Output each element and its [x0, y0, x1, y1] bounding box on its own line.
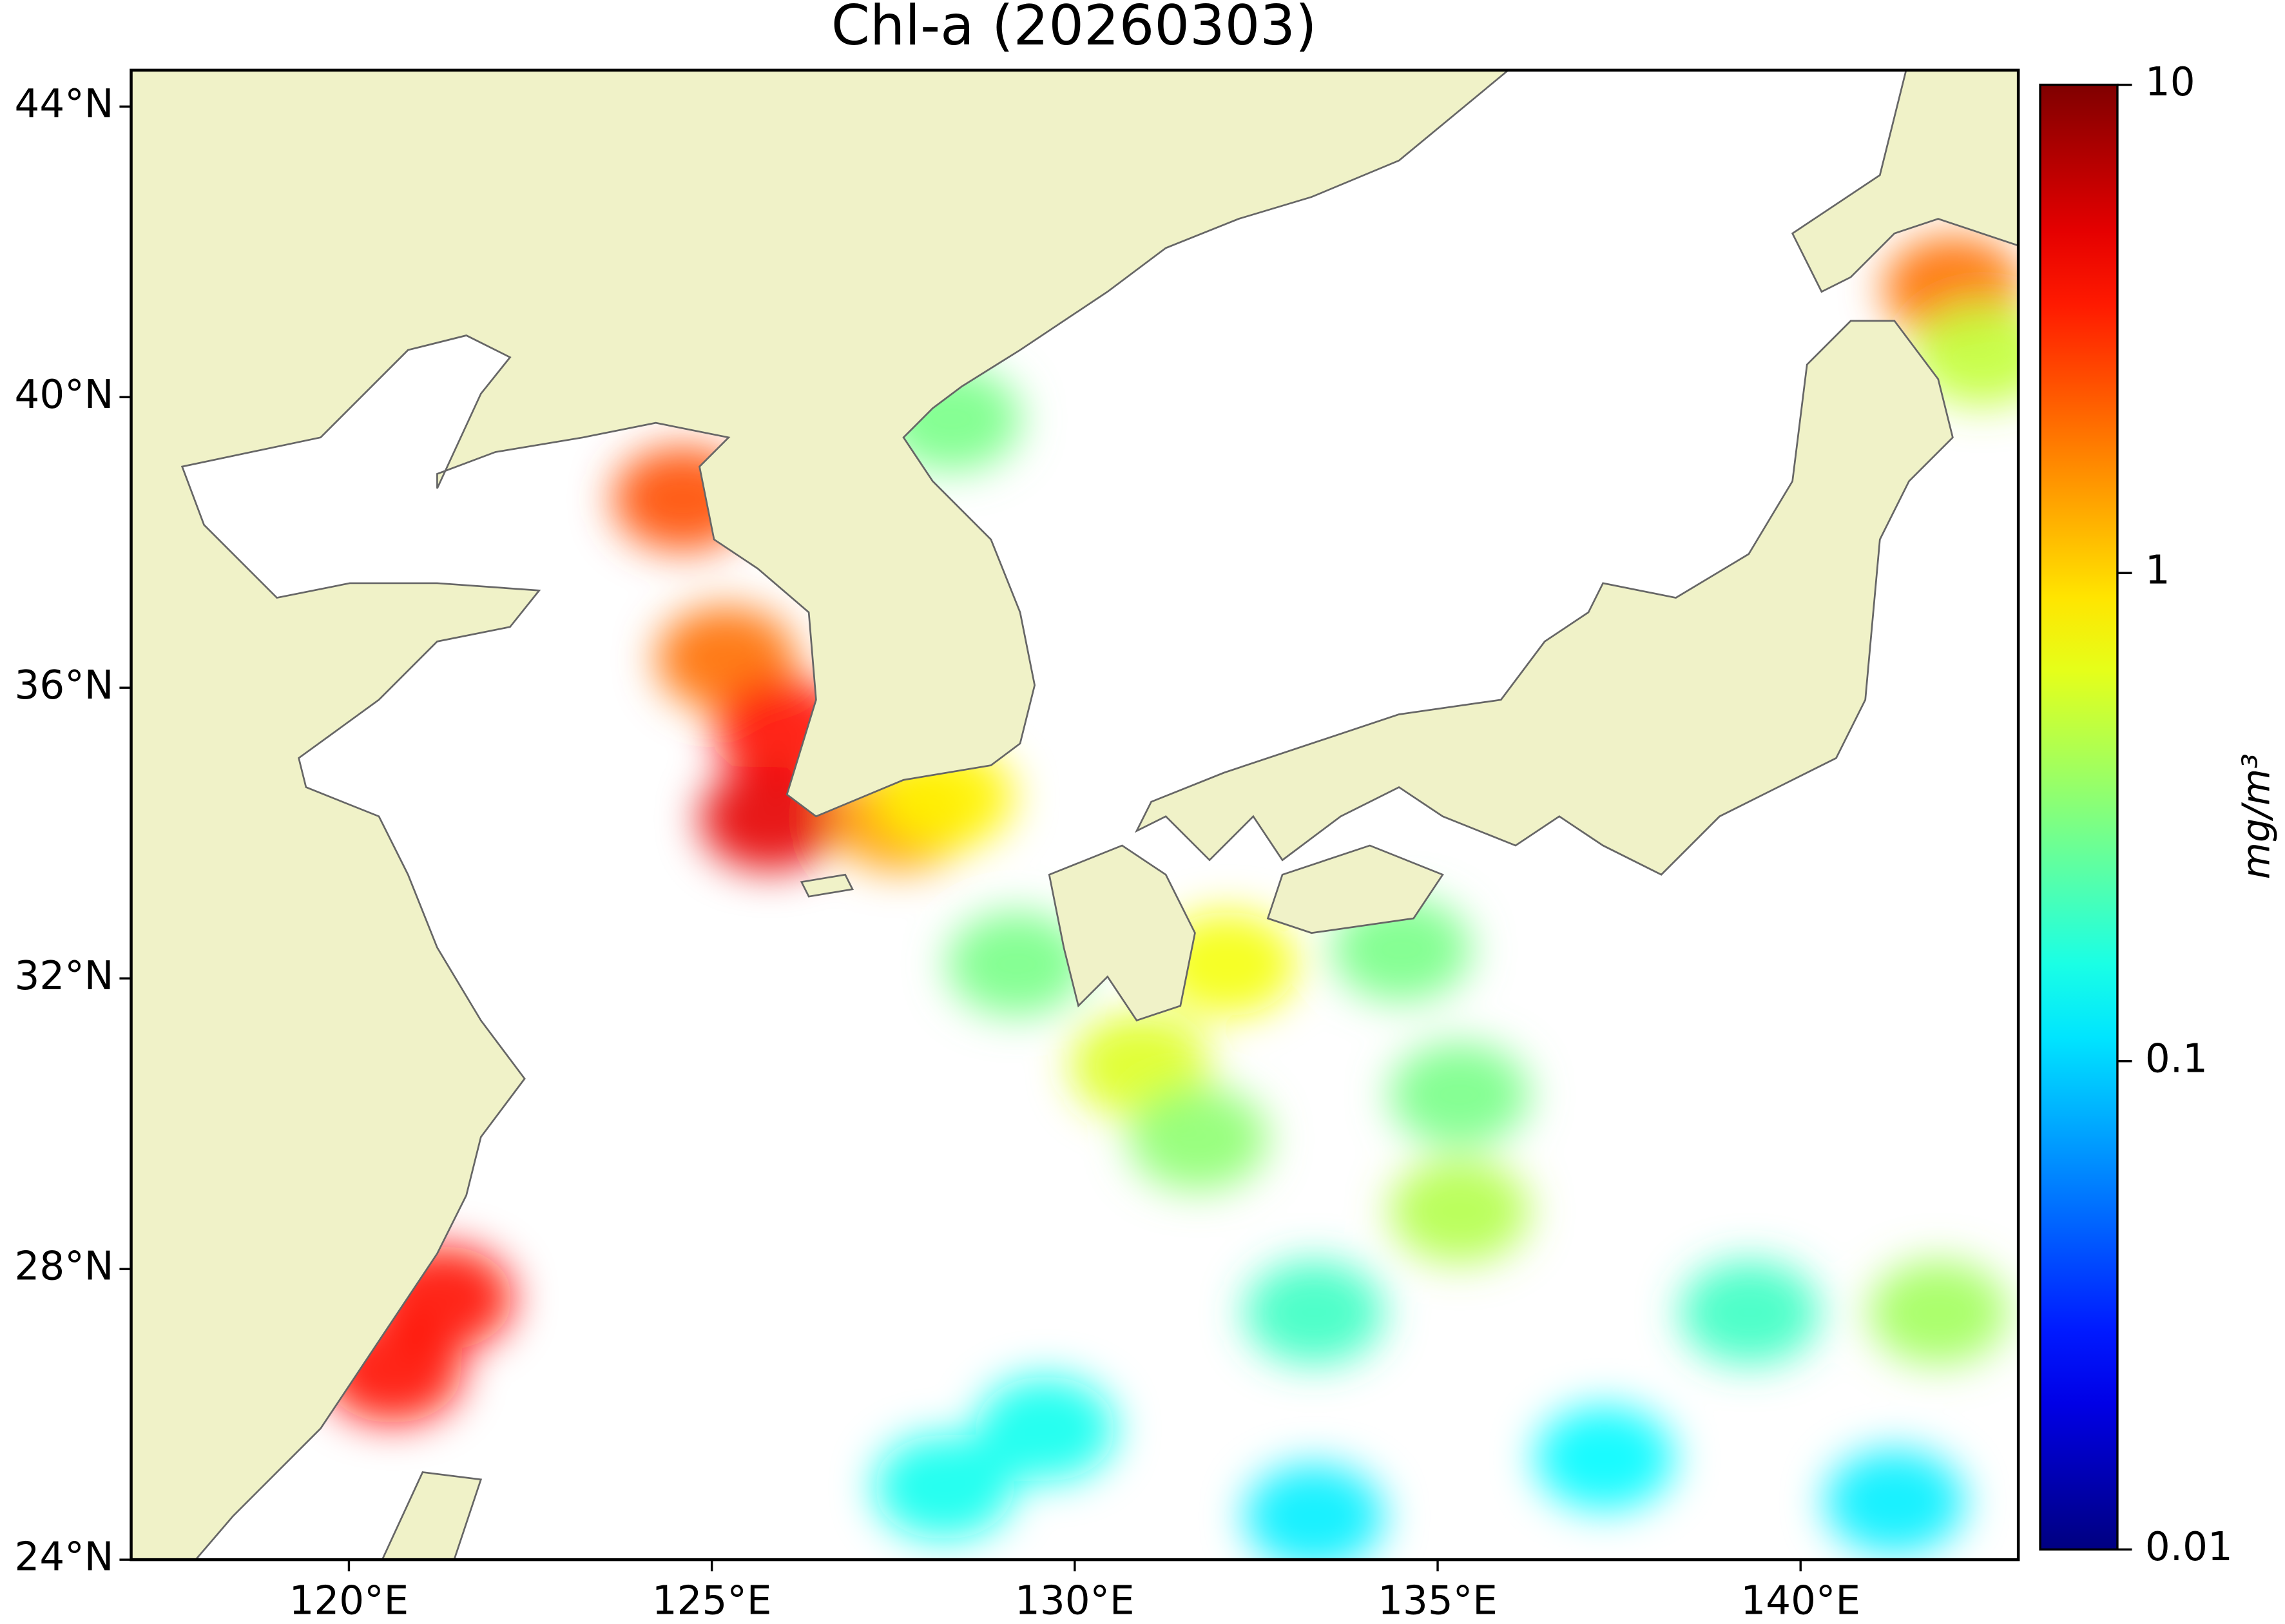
map-area [131, 70, 2019, 1560]
x-tick-label: 125°E [652, 1578, 772, 1624]
colorbar [2039, 83, 2119, 1551]
chlorophyll-patch [1389, 1042, 1530, 1147]
colorbar-tick-label: 0.01 [2145, 1524, 2233, 1570]
land-hokkaido [1791, 70, 2019, 293]
chlorophyll-layer [322, 235, 2019, 1560]
colorbar-tick-label: 1 [2145, 548, 2170, 594]
chlorophyll-patch [1389, 1158, 1530, 1264]
y-tick-label: 40°N [15, 372, 114, 418]
land-shikoku [1266, 844, 1444, 934]
chlorophyll-patch [1128, 1085, 1268, 1191]
chlorophyll-patch [1868, 1260, 2009, 1366]
chlorophyll-patch [1825, 1449, 1965, 1554]
x-tick-label: 135°E [1378, 1578, 1498, 1624]
land-kyushu [1048, 844, 1196, 1022]
chlorophyll-patch [947, 911, 1087, 1017]
chlorophyll-patch [1244, 1464, 1385, 1560]
chlorophyll-patch [976, 1376, 1116, 1482]
chlorophyll-patch [1534, 1405, 1675, 1511]
y-tick-label: 24°N [15, 1534, 114, 1580]
land-asia [131, 70, 1509, 1560]
colorbar-tick-label: 0.1 [2145, 1036, 2208, 1081]
x-tick-label: 140°E [1740, 1578, 1860, 1624]
y-tick-label: 44°N [15, 81, 114, 127]
map-title: Chl-a (20260303) [831, 0, 1317, 58]
colorbar-label: mg/m³ [2233, 753, 2278, 879]
chlorophyll-patch [1244, 1260, 1385, 1366]
chlorophyll-patch [874, 1434, 1014, 1540]
colorbar-tick-label: 10 [2145, 59, 2195, 105]
y-tick-label: 36°N [15, 662, 114, 708]
y-tick-label: 32°N [15, 953, 114, 999]
x-tick-label: 120°E [289, 1578, 409, 1624]
chlorophyll-patch [1679, 1260, 1820, 1366]
x-tick-label: 130°E [1015, 1578, 1135, 1624]
land-honshu [1134, 320, 1954, 876]
land-taiwan [381, 1471, 483, 1560]
y-tick-label: 28°N [15, 1244, 114, 1290]
land-jeju [800, 873, 854, 898]
land [131, 70, 2019, 1560]
